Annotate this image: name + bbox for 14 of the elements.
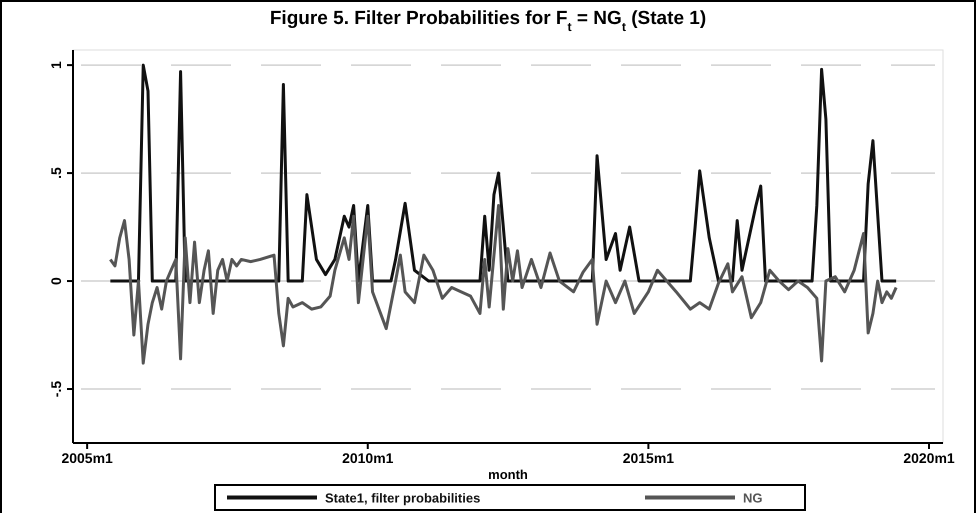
text: NG	[743, 490, 762, 506]
x-tick-label: 2020m1	[903, 450, 955, 466]
line-series	[108, 64, 898, 283]
x-axis-title: month	[488, 467, 528, 482]
x-tick-label: 2005m1	[61, 450, 114, 466]
x-tick-label: 2015m1	[622, 450, 674, 466]
y-tick-label: 0	[48, 276, 64, 285]
text: State1, filter probabilities	[325, 490, 480, 506]
y-tick-label: .5	[48, 167, 64, 179]
x-tick-label: 2010m1	[342, 450, 394, 466]
line-series	[108, 204, 898, 365]
y-tick-label: -.5	[48, 380, 64, 398]
chart-title: Figure 5. Filter Probabilities for F$_{t}$ = NG$_{t}$ (State 1)	[270, 8, 706, 34]
y-tick-label: 1	[48, 61, 64, 70]
